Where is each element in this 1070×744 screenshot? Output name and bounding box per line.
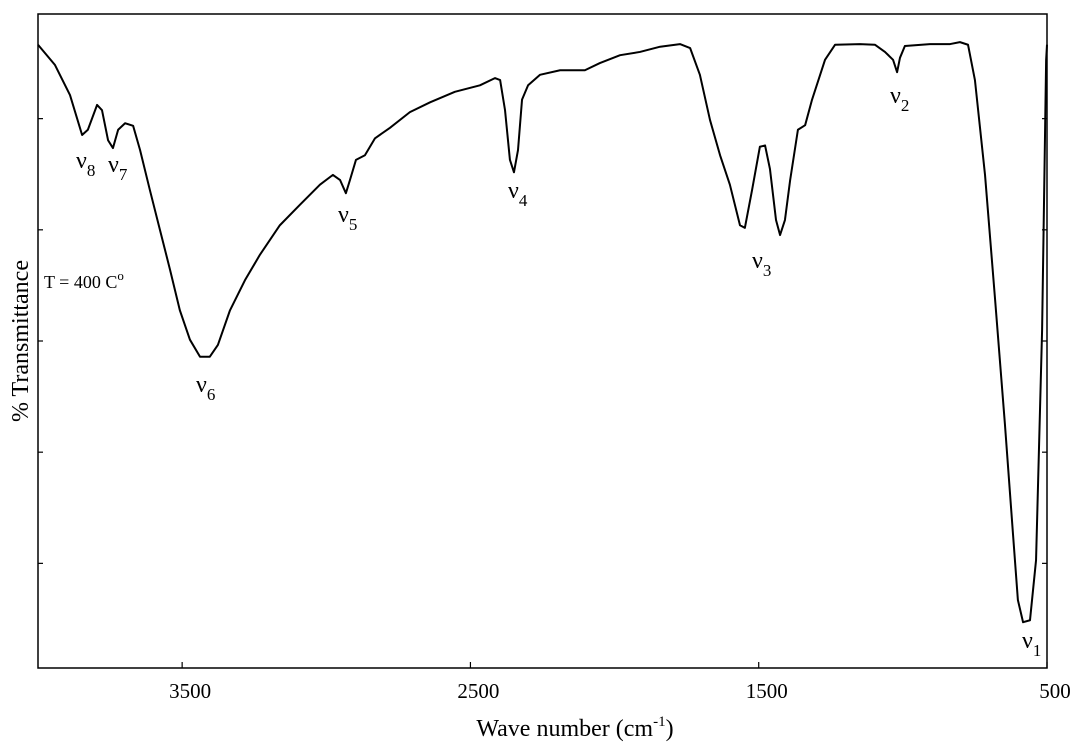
x-tick-label: 3500 xyxy=(169,679,211,703)
peak-symbol: ν xyxy=(508,178,519,204)
peak-label: ν6 xyxy=(196,372,215,404)
peak-label: ν3 xyxy=(752,248,771,280)
peak-label: ν7 xyxy=(108,152,128,184)
peak-label: ν2 xyxy=(890,83,909,115)
peak-index: 2 xyxy=(901,96,910,115)
peak-label: ν5 xyxy=(338,202,357,234)
peak-symbol: ν xyxy=(196,372,207,398)
x-axis-label-text: Wave number (cm xyxy=(476,716,653,742)
peak-label: ν1 xyxy=(1022,628,1041,660)
plot-frame xyxy=(37,13,1048,669)
peak-index: 5 xyxy=(349,215,358,234)
peak-symbol: ν xyxy=(890,83,901,109)
peak-label: ν4 xyxy=(508,178,528,210)
x-tick-label: 1500 xyxy=(746,679,788,703)
y-axis-label: % Transmittance xyxy=(8,260,34,422)
peak-label: ν8 xyxy=(76,148,95,180)
peak-symbol: ν xyxy=(108,152,119,178)
peak-index: 7 xyxy=(119,165,128,184)
peak-symbol: ν xyxy=(752,248,763,274)
peak-symbol: ν xyxy=(76,148,87,174)
note-text: T = 400 C xyxy=(44,272,117,292)
peak-index: 3 xyxy=(763,261,772,280)
x-axis-label: Wave number (cm-1) xyxy=(476,714,673,742)
note-sup: o xyxy=(117,268,124,283)
x-tick-label: 2500 xyxy=(457,679,499,703)
note: T = 400 Co xyxy=(44,268,124,292)
x-tick-label: 500 xyxy=(1039,679,1070,703)
peak-index: 8 xyxy=(87,161,96,180)
peak-symbol: ν xyxy=(338,202,349,228)
spectrum-line xyxy=(37,41,1048,624)
peak-symbol: ν xyxy=(1022,628,1033,654)
peak-index: 4 xyxy=(519,191,528,210)
peak-index: 6 xyxy=(207,385,216,404)
x-axis-label-sup: -1 xyxy=(653,714,666,730)
x-axis-label-after: ) xyxy=(666,716,674,742)
peak-index: 1 xyxy=(1033,641,1042,660)
